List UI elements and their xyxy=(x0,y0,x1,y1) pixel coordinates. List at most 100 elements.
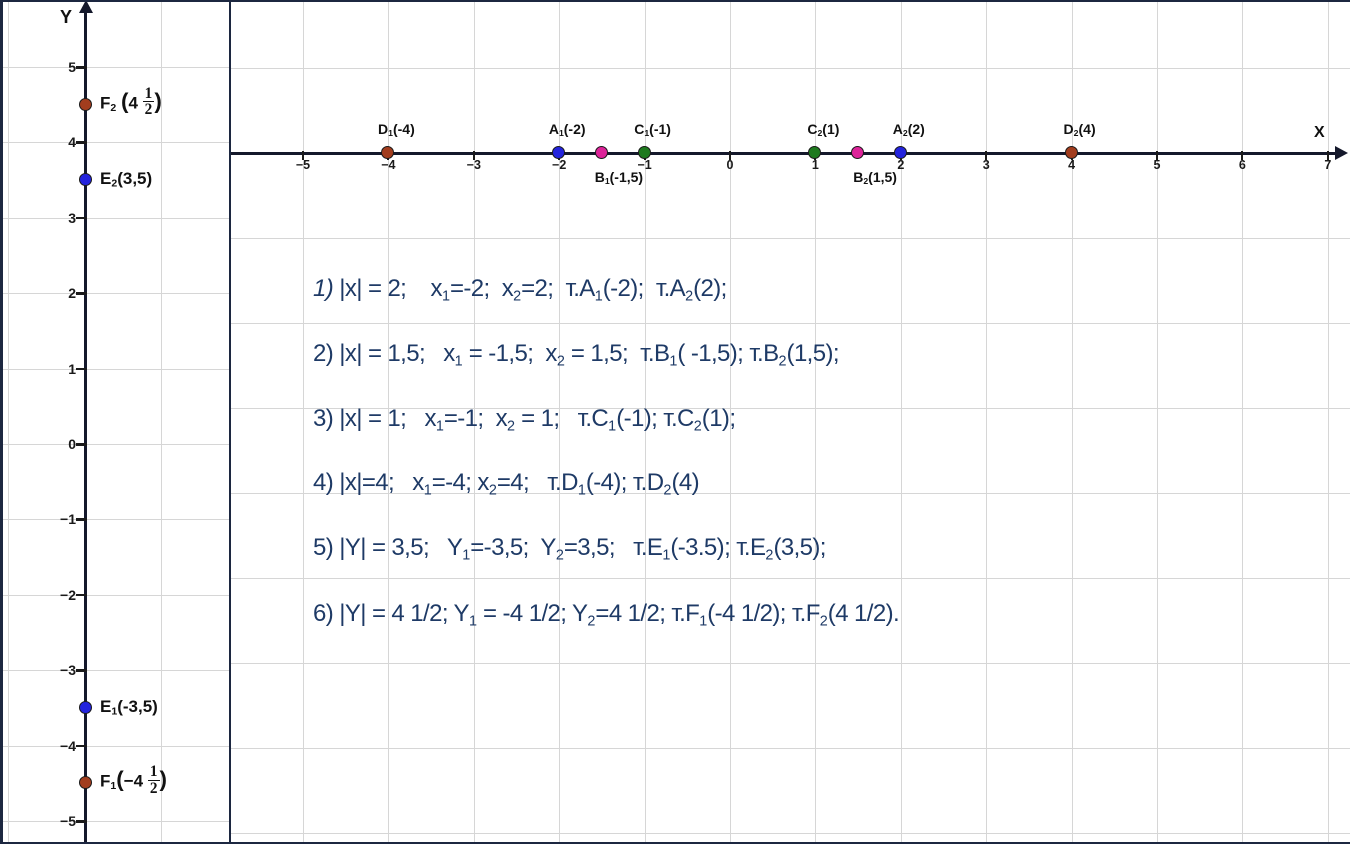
subscript: 1 xyxy=(644,128,650,139)
subscript: 1 xyxy=(454,353,463,370)
y-axis-tick xyxy=(76,66,87,69)
text-run: (3,5) xyxy=(117,169,153,189)
text-run: = 1; т.C xyxy=(515,405,609,432)
subscript: 2 xyxy=(663,482,672,499)
gridline-v xyxy=(1157,0,1158,844)
text-run: (2); xyxy=(693,275,727,302)
x-axis-tick xyxy=(729,151,731,160)
text-run: 5) |Y| = 3,5; Y xyxy=(313,534,463,561)
solution-line-3: 3) |x| = 1; x1=-1; x2 = 1; т.C1(-1); т.C… xyxy=(313,405,736,435)
gridline-v xyxy=(1327,0,1329,844)
point-A2-dot xyxy=(893,146,907,159)
y-axis-tick xyxy=(76,669,87,672)
point-F2-dot xyxy=(79,97,92,111)
gridline-v xyxy=(388,0,390,844)
subscript: 1 xyxy=(441,288,450,305)
subscript: 1 xyxy=(110,780,117,793)
text-run: 4) |x|=4; x xyxy=(313,469,424,496)
subscript: 1 xyxy=(462,547,471,564)
x-axis-tick-label: 1 xyxy=(811,158,819,172)
x-axis-tick-label: −5 xyxy=(295,158,311,172)
x-axis-tick-label: 2 xyxy=(897,158,905,172)
x-axis-tick-label: −1 xyxy=(637,158,652,172)
gridline-v xyxy=(815,0,817,844)
subscript: 1 xyxy=(604,176,610,187)
text-run: =2; т.A xyxy=(521,275,595,302)
subscript: 2 xyxy=(513,288,522,305)
subscript: 2 xyxy=(819,613,828,630)
gridline-v xyxy=(161,0,162,844)
point-label-C2: C2(1) xyxy=(807,121,839,138)
gridline-h xyxy=(0,217,230,219)
x-axis-arrow-icon xyxy=(1335,146,1348,160)
x-axis-tick-label: 5 xyxy=(1153,158,1161,172)
subscript: 2 xyxy=(902,128,908,139)
subscript: 2 xyxy=(488,482,497,499)
text-run: (-3.5); т.E xyxy=(670,534,766,561)
text-run: = -1,5; x xyxy=(462,340,558,367)
x-axis-label: X xyxy=(1314,124,1325,141)
x-axis-tick-label: 0 xyxy=(726,158,734,172)
y-axis-tick-label: 3 xyxy=(68,209,76,226)
gridline-h xyxy=(230,408,1350,409)
subscript: 2 xyxy=(556,353,565,370)
y-axis-tick-label: 0 xyxy=(68,436,76,452)
text-run: ( xyxy=(120,88,129,114)
subscript: 1 xyxy=(558,128,564,139)
gridline-v xyxy=(1242,0,1244,844)
y-axis-tick-label: −2 xyxy=(60,586,76,603)
solution-line-2: 2) |x| = 1,5; x1 = -1,5; x2 = 1,5; т.B1(… xyxy=(313,340,840,370)
text-run: =4; т.D xyxy=(496,469,579,496)
point-label-F1: F1(−4 1 2) xyxy=(100,764,167,798)
y-axis-panel: Y 5 4 3 2 1 0 −1 −2 −3 −4 −5 F2 (4 1 2) E2(3,5) E1(-3,… xyxy=(0,0,230,844)
x-axis-tick-label: −3 xyxy=(466,158,481,172)
text-run: 6) |Y| = 4 1/2; Y xyxy=(313,600,470,627)
point-B1-dot xyxy=(594,146,608,159)
x-axis-panel: X −5 −4 −3 −2 −1 0 1 2 3 4 5 6 7 D1(-4) A1(-2) B1(-1,5)… xyxy=(230,0,1350,844)
gridline-v xyxy=(559,0,561,844)
text-run: (-2); т.A xyxy=(602,275,686,302)
text-run: A xyxy=(548,121,559,137)
y-axis-tick-label: 2 xyxy=(68,285,76,302)
subscript: 1 xyxy=(423,482,432,499)
gridline-v xyxy=(644,0,646,844)
text-run: (-1) xyxy=(649,121,671,137)
y-axis-tick xyxy=(76,443,87,446)
text-run: (2) xyxy=(907,121,925,137)
text-run: = -4 1/2; Y xyxy=(476,600,588,627)
point-E1-dot xyxy=(79,700,92,714)
text-run: 4 xyxy=(128,93,143,113)
text-run: (-1,5) xyxy=(609,169,644,185)
subscript: 2 xyxy=(765,547,774,564)
point-B2-dot xyxy=(851,146,865,159)
y-axis-tick xyxy=(76,216,87,220)
point-C1-dot xyxy=(637,146,651,159)
text-run: B xyxy=(594,169,605,185)
y-axis-line xyxy=(84,8,87,844)
y-axis-tick-label: −1 xyxy=(60,511,76,528)
text-run: D xyxy=(378,121,389,137)
y-axis-tick-label: −4 xyxy=(60,737,76,754)
frame-bottom xyxy=(0,842,1350,844)
gridline-h xyxy=(0,142,230,144)
x-axis-tick-label: −4 xyxy=(381,158,396,172)
subscript: 2 xyxy=(507,418,516,435)
point-A1-dot xyxy=(552,146,566,159)
text-run: D xyxy=(1063,121,1074,137)
subscript: 2 xyxy=(111,177,118,190)
point-label-B2: B2(1,5) xyxy=(853,169,897,186)
subscript: 2 xyxy=(110,101,117,114)
gridline-v xyxy=(900,0,902,844)
y-axis-tick-label: 5 xyxy=(68,59,76,75)
y-axis-arrow-icon xyxy=(78,0,93,13)
gridline-h xyxy=(0,444,230,445)
subscript: 1 xyxy=(111,705,118,718)
y-axis-tick xyxy=(76,141,87,144)
y-axis-tick-label: 1 xyxy=(68,360,76,377)
text-run: (-4); т.D xyxy=(585,469,664,496)
gridline-v xyxy=(986,0,988,844)
text-run: =-4; x xyxy=(431,469,490,496)
gridline-h xyxy=(230,578,1350,579)
x-axis-line xyxy=(230,151,1338,155)
